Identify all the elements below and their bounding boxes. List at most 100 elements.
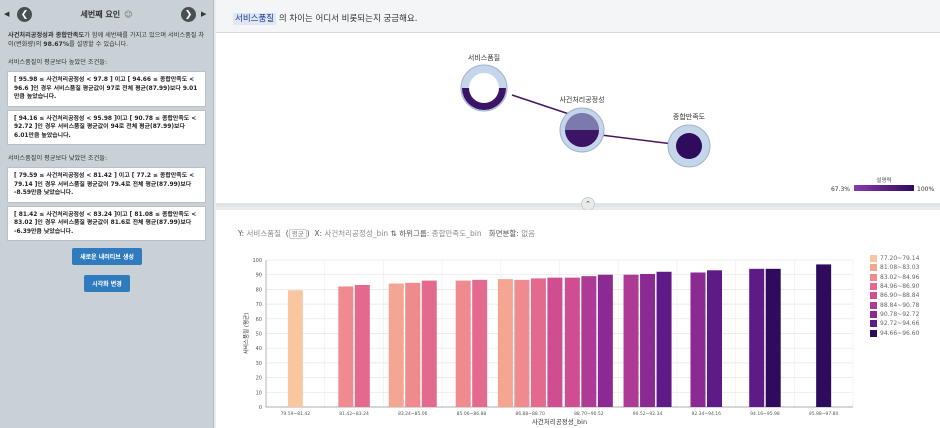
legend-swatch xyxy=(870,283,877,291)
y-label: Y: xyxy=(238,229,245,238)
bar xyxy=(656,271,672,407)
low-conditions-title: 서비스품질이 평균보다 낮았던 조건들: xyxy=(8,155,108,162)
legend-label: 83.02~84.96 xyxy=(880,273,920,281)
next-button[interactable]: ❯ xyxy=(181,7,196,22)
y-tick-label: 0 xyxy=(259,405,262,411)
bar xyxy=(354,284,370,407)
question-target[interactable]: 서비스품질 xyxy=(233,13,277,25)
bar xyxy=(497,279,513,407)
node-label: 사건처리공정성 xyxy=(559,95,604,104)
condition-box: [ 79.59 ≤ 사건처리공정성 < 81.42 ] 이고 [ 77.2 ≤ … xyxy=(7,167,206,203)
legend-swatch xyxy=(870,273,877,281)
x-label: X: xyxy=(314,229,323,238)
bar xyxy=(338,286,354,407)
legend-item[interactable]: 94.66~96.60 xyxy=(870,328,919,337)
bar xyxy=(765,268,781,407)
bar xyxy=(455,280,471,407)
y-tick-label: 10 xyxy=(256,390,262,396)
legend-label: 92.72~94.66 xyxy=(880,320,920,328)
legend-swatch xyxy=(870,264,877,272)
x-tick-label: 95.98~97.80 xyxy=(809,411,839,417)
change-visualization-button[interactable]: 시각화 변경 xyxy=(84,275,130,292)
bar xyxy=(405,282,421,407)
legend-swatch xyxy=(870,292,877,300)
bar xyxy=(514,279,530,407)
left-header: ◀ ❮ 세번째 요인 ☺ ❯ ▶ xyxy=(0,0,213,28)
color-legend-bar xyxy=(854,185,914,191)
collapse-bar xyxy=(216,203,940,207)
triangle-right-icon[interactable]: ▶ xyxy=(201,10,207,18)
legend-item[interactable]: 77.20~79.14 xyxy=(870,254,919,263)
factor-graph: 서비스품질 사건처리공정성 종합만족도 설명력 67.3% 100% xyxy=(216,33,940,203)
factor-description: 사건처리공정성과 종합만족도가 함께 세번째를 가지고 있으며 서비스품질 차이… xyxy=(8,32,205,48)
node-overall-satisfaction[interactable] xyxy=(667,124,711,168)
split-label: 화면분할: xyxy=(488,229,519,238)
legend-item[interactable]: 84.96~86.90 xyxy=(870,282,919,291)
bar-chart: 0 10 20 30 40 50 60 70 80 90 100 79.59~81.42 81.42~8… xyxy=(242,258,854,426)
bar xyxy=(581,276,597,407)
x-select[interactable]: 사건처리공정성_bin xyxy=(324,229,389,238)
collapse-chevron-icon[interactable]: ⌃ xyxy=(581,197,595,211)
legend-label: 86.90~88.84 xyxy=(880,292,920,300)
x-tick-label: 79.59~81.42 xyxy=(281,411,311,417)
prev-button[interactable]: ❮ xyxy=(17,7,32,22)
legend-label: 81.08~83.03 xyxy=(880,264,920,272)
y-axis-title: 서비스품질 (평균) xyxy=(242,313,250,354)
y-select[interactable]: 서비스품질 xyxy=(246,229,282,238)
subgroup-label: 하위그룹: xyxy=(399,229,430,238)
node-service-quality[interactable] xyxy=(460,64,508,112)
legend-label: 90.78~92.72 xyxy=(880,310,920,318)
legend-label: 88.84~90.78 xyxy=(880,301,920,309)
legend-item[interactable]: 88.84~90.78 xyxy=(870,300,919,309)
legend-item[interactable]: 83.02~84.96 xyxy=(870,273,919,282)
y-tick-label: 90 xyxy=(256,273,262,279)
x-tick-label: 81.42~83.24 xyxy=(339,411,369,417)
legend-swatch xyxy=(870,320,877,328)
bar xyxy=(749,268,765,407)
bar xyxy=(640,273,656,407)
y-tick-label: 30 xyxy=(256,361,262,367)
swap-icon[interactable]: ⇅ xyxy=(390,229,397,238)
smile-icon: ☺ xyxy=(124,9,133,19)
condition-box: [ 95.98 ≤ 사건처리공정성 < 97.8 ] 이고 [ 94.66 ≤ … xyxy=(7,71,206,107)
question-bar: 서비스품질 의 차이는 어디서 비롯되는지 궁금해요. xyxy=(216,0,940,33)
left-panel: ◀ ❮ 세번째 요인 ☺ ❯ ▶ 사건처리공정성과 종합만족도가 함께 세번째를… xyxy=(0,0,214,428)
main-panel: 서비스품질 의 차이는 어디서 비롯되는지 궁금해요. 서비스품질 사건처리공정… xyxy=(216,0,940,428)
chart-controls: Y: 서비스품질 (평균) X: 사건처리공정성_bin ⇅ 하위그룹: 종합만… xyxy=(238,229,536,239)
color-legend-min: 67.3% xyxy=(831,186,850,193)
node-case-fairness[interactable] xyxy=(559,107,605,153)
bar xyxy=(707,270,722,407)
triangle-left-icon[interactable]: ◀ xyxy=(4,10,10,18)
high-conditions-title: 서비스품질이 평균보다 높았던 조건들: xyxy=(8,59,108,66)
y-tick-label: 70 xyxy=(256,302,262,308)
chart-panel: Y: 서비스품질 (평균) X: 사건처리공정성_bin ⇅ 하위그룹: 종합만… xyxy=(216,210,940,428)
y-agg-select[interactable]: 평균 xyxy=(288,229,307,239)
subgroup-select[interactable]: 종합만족도_bin xyxy=(431,229,482,238)
y-tick-label: 60 xyxy=(256,317,262,323)
bar xyxy=(530,278,546,407)
y-tick-label: 50 xyxy=(256,332,262,338)
y-tick-label: 40 xyxy=(256,346,262,352)
x-tick-label: 88.70~90.52 xyxy=(574,411,604,417)
bar xyxy=(597,274,613,407)
legend-swatch xyxy=(870,329,877,337)
color-legend-max: 100% xyxy=(917,186,934,193)
legend-item[interactable]: 92.72~94.66 xyxy=(870,319,919,328)
bar xyxy=(623,274,639,407)
legend-item[interactable]: 90.78~92.72 xyxy=(870,310,919,319)
bar xyxy=(472,279,488,407)
bar xyxy=(421,280,437,407)
split-select[interactable]: 없음 xyxy=(521,229,536,238)
bar xyxy=(547,277,563,407)
legend-swatch xyxy=(870,310,877,318)
bar xyxy=(388,283,404,407)
node-label: 종합만족도 xyxy=(673,112,706,121)
legend-label: 94.66~96.60 xyxy=(880,329,920,337)
generate-narrative-button[interactable]: 새로운 내러티브 생성 xyxy=(72,248,142,265)
condition-box: [ 94.16 ≤ 사건처리공정성 < 95.98 ]이고 [ 90.78 ≤ … xyxy=(7,109,206,145)
x-tick-label: 85.06~86.88 xyxy=(457,411,487,417)
legend-item[interactable]: 81.08~83.03 xyxy=(870,263,919,272)
legend-item[interactable]: 86.90~88.84 xyxy=(870,291,919,300)
x-tick-label: 92.34~94.16 xyxy=(691,411,721,417)
node-label: 서비스품질 xyxy=(468,53,500,62)
